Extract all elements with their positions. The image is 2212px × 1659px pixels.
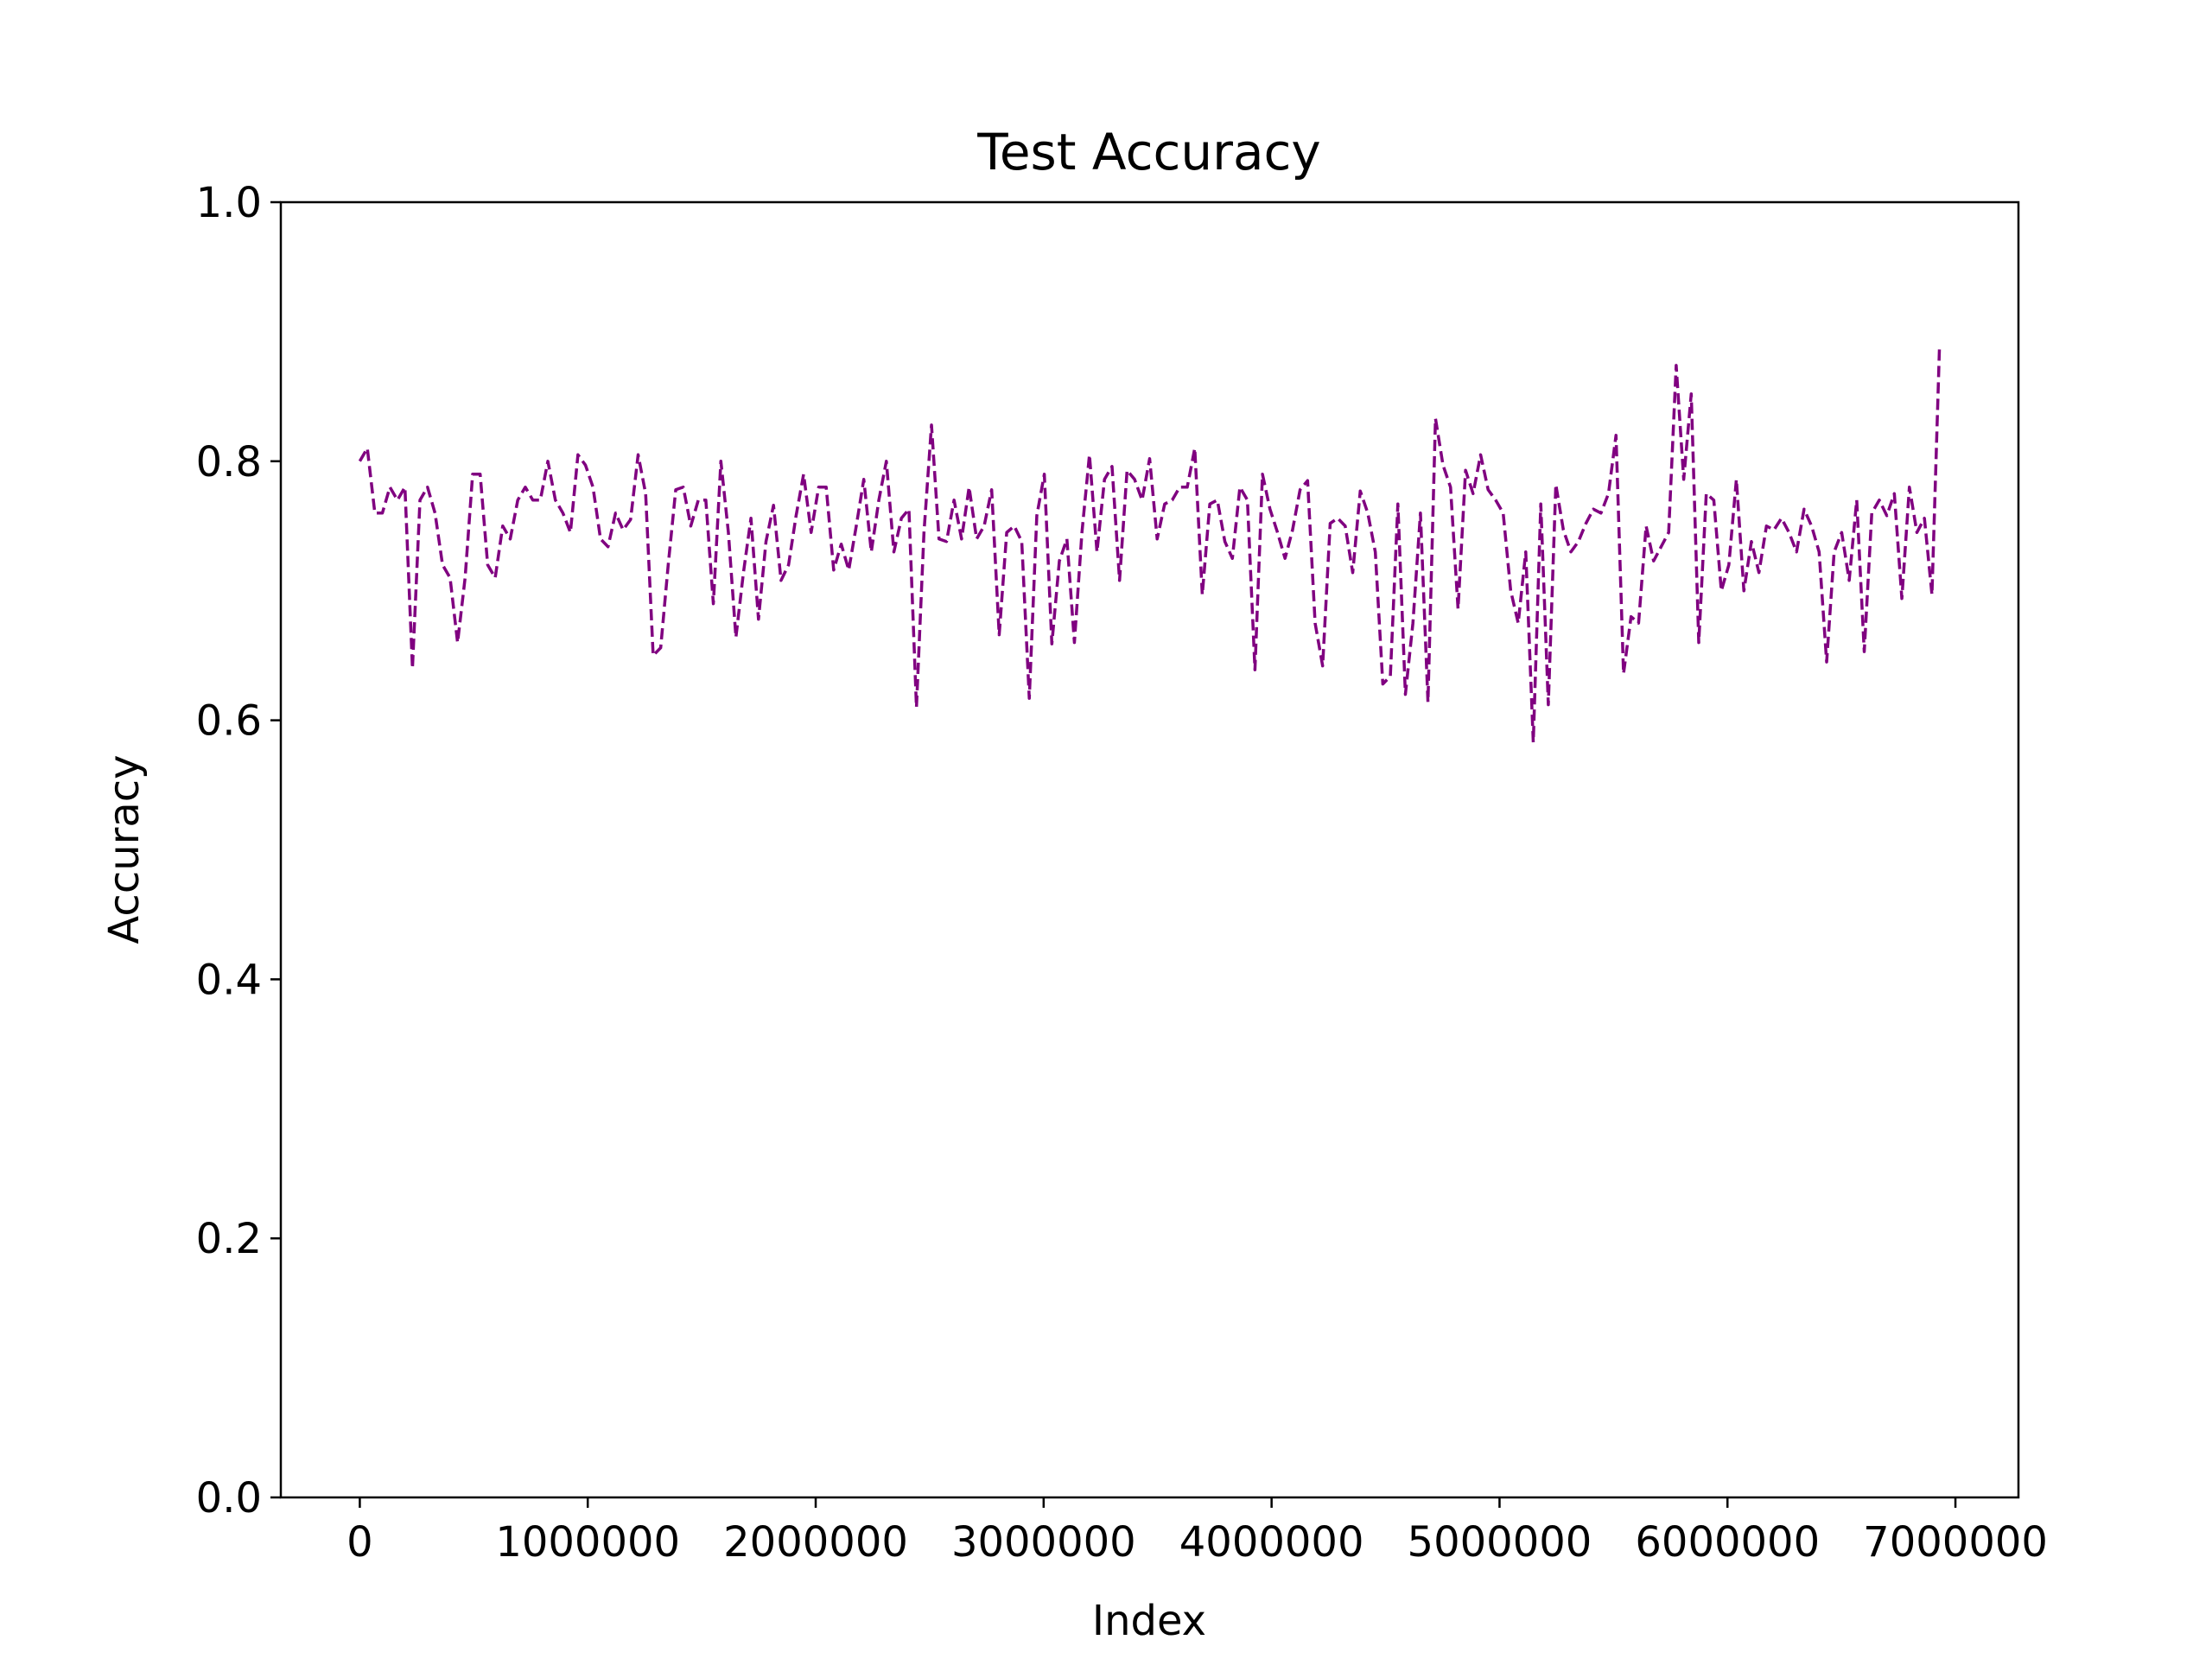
chart-title: Test Accuracy <box>976 123 1320 181</box>
x-tick-label: 0 <box>346 1518 373 1567</box>
x-tick-label: 4000000 <box>1179 1518 1364 1567</box>
y-axis-label: Accuracy <box>100 754 149 944</box>
y-tick-label: 0.8 <box>196 438 262 486</box>
x-tick-label: 6000000 <box>1635 1518 1820 1567</box>
x-tick-label: 1000000 <box>495 1518 680 1567</box>
y-tick-label: 0.4 <box>196 956 262 1004</box>
plot-frame <box>279 200 2020 1499</box>
y-tick-label: 0.0 <box>196 1474 262 1522</box>
y-tick-label: 0.6 <box>196 697 262 746</box>
y-tick-label: 1.0 <box>196 179 262 227</box>
x-tick-label: 2000000 <box>723 1518 908 1567</box>
x-tick-label: 7000000 <box>1863 1518 2048 1567</box>
x-tick-label: 5000000 <box>1408 1518 1592 1567</box>
x-tick-label: 3000000 <box>951 1518 1136 1567</box>
data-line <box>358 346 1942 744</box>
x-axis-label: Index <box>1092 1597 1206 1645</box>
y-tick-label: 0.2 <box>196 1215 262 1263</box>
